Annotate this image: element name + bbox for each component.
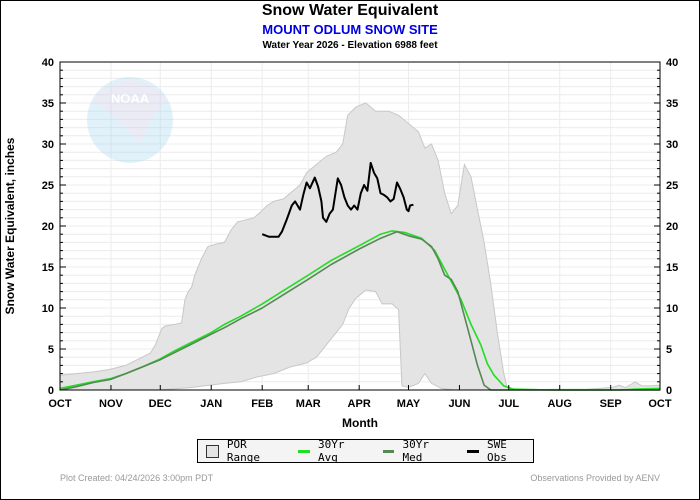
legend-label: 30Yr Avg: [317, 438, 345, 464]
x-tick-label: MAR: [296, 398, 321, 410]
plot-created-text: Plot Created: 04/24/2026 3:00pm PDT: [60, 473, 214, 483]
y-tick-label-right: 15: [666, 262, 678, 274]
legend-label: 30Yr Med: [402, 438, 429, 464]
noaa-logo-watermark: NOAA: [87, 77, 173, 163]
y-tick-label-left: 35: [42, 98, 54, 110]
x-tick-label: JUL: [498, 398, 519, 410]
y-tick-label-right: 30: [666, 139, 678, 151]
chart-subtitle: Water Year 2026 - Elevation 6988 feet: [262, 40, 438, 51]
y-tick-label-right: 10: [666, 303, 678, 315]
y-tick-label-right: 35: [666, 98, 678, 110]
x-tick-label: SEP: [600, 398, 622, 410]
noaa-logo-text: NOAA: [111, 91, 150, 106]
y-tick-label-left: 40: [42, 57, 54, 69]
site-name: MOUNT ODLUM SNOW SITE: [262, 22, 438, 37]
legend-label: POR Range: [226, 438, 261, 464]
x-axis-label: Month: [342, 416, 378, 430]
x-tick-label: FEB: [251, 398, 273, 410]
por-range-area: [59, 102, 661, 391]
y-tick-label-left: 5: [48, 344, 54, 356]
series-swe-obs: [261, 161, 414, 238]
observations-provider: Observations Provided by AENV: [530, 473, 660, 483]
y-tick-label-left: 30: [42, 139, 54, 151]
x-tick-label: JUN: [448, 398, 470, 410]
legend: POR Range 30Yr Avg 30Yr Med SWE Obs: [197, 438, 534, 464]
x-tick-label: APR: [348, 398, 371, 410]
noaa-logo-bird: [92, 80, 168, 145]
y-tick-label-right: 0: [666, 385, 672, 397]
noaa-logo-circle: [87, 77, 173, 163]
y-tick-label-right: 25: [666, 180, 678, 192]
series-30yr-med: [59, 230, 660, 391]
x-tick-label: JAN: [200, 398, 222, 410]
y-tick-label-left: 20: [42, 221, 54, 233]
legend-swatch-avg: [298, 449, 310, 453]
legend-item-30yr-med: 30Yr Med: [382, 438, 456, 464]
legend-label: SWE Obs: [486, 438, 507, 464]
y-tick-label-right: 40: [666, 57, 678, 69]
y-tick-label-right: 5: [666, 344, 672, 356]
y-axis-label: Snow Water Equivalent, inches: [3, 137, 17, 314]
y-tick-label-right: 20: [666, 221, 678, 233]
y-tick-label-left: 15: [42, 262, 54, 274]
legend-swatch-por: [206, 444, 219, 458]
x-tick-label: AUG: [547, 398, 571, 410]
x-tick-label: MAY: [397, 398, 421, 410]
y-tick-label-left: 0: [48, 385, 54, 397]
x-tick-label: OCT: [48, 398, 72, 410]
legend-item-swe-obs: SWE Obs: [467, 438, 533, 464]
x-tick-label: NOV: [99, 398, 124, 410]
legend-swatch-med: [382, 449, 395, 453]
x-tick-label: OCT: [648, 398, 672, 410]
legend-item-30yr-avg: 30Yr Avg: [298, 438, 371, 464]
chart-title: Snow Water Equivalent: [261, 2, 439, 19]
y-tick-label-left: 10: [42, 303, 54, 315]
legend-swatch-obs: [467, 449, 479, 453]
legend-item-por-range: POR Range: [206, 438, 286, 464]
x-tick-label: DEC: [149, 398, 172, 410]
y-tick-label-left: 25: [42, 180, 54, 192]
